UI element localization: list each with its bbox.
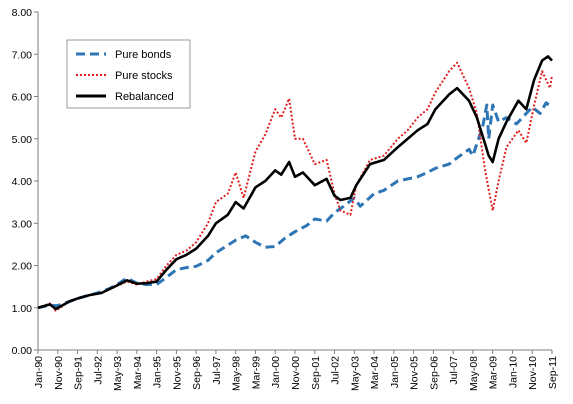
x-tick-label: Jul-92: [92, 356, 104, 385]
x-tick-label: Jan-95: [152, 356, 164, 388]
legend-label-rebalanced: Rebalanced: [115, 91, 174, 103]
series-layer: [37, 55, 553, 312]
y-tick-label: 0.00: [12, 345, 33, 357]
x-tick-label: Nov-05: [409, 356, 421, 390]
x-tick-label: Nov-10: [527, 356, 539, 390]
x-axis-ticks: Jan-90 Nov-90 Sep-91 Jul-92 May-93 Mar-94 Jan-…: [33, 350, 559, 391]
x-tick-label: Nov-00: [290, 356, 302, 390]
x-tick-label: Mar-04: [369, 356, 381, 389]
x-tick-label: Sep-11: [547, 356, 559, 389]
x-tick-label: Sep-91: [73, 356, 85, 390]
x-tick-label: Nov-90: [53, 356, 65, 390]
legend-entry-pure-bonds: Pure bonds: [76, 49, 172, 61]
x-tick-label: Sep-06: [428, 356, 440, 390]
x-tick-label: May-98: [231, 356, 243, 391]
series-line-rebalanced: [37, 55, 553, 311]
y-tick-label: 7.00: [12, 49, 33, 61]
y-tick-label: 5.00: [12, 134, 33, 146]
y-tick-label: 8.00: [12, 7, 33, 19]
x-tick-label: Mar-94: [132, 356, 144, 389]
x-tick-label: Jan-10: [507, 356, 519, 388]
x-tick-label: May-08: [468, 356, 480, 391]
x-tick-label: Jul-97: [211, 356, 223, 385]
series-line-pure-stocks: [37, 61, 553, 312]
x-tick-label: May-03: [349, 356, 361, 391]
y-tick-label: 2.00: [12, 261, 33, 273]
x-tick-label: Sep-01: [310, 356, 322, 390]
x-tick-label: Nov-95: [171, 356, 183, 390]
y-tick-label: 6.00: [12, 92, 33, 104]
x-tick-label: Jul-02: [330, 356, 342, 385]
x-tick-label: Jan-05: [389, 356, 401, 388]
x-tick-label: Mar-09: [488, 356, 500, 389]
legend-box: [66, 39, 191, 109]
x-tick-label: Jan-90: [33, 356, 45, 388]
y-tick-label: 3.00: [12, 218, 33, 230]
legend-entry-rebalanced: Rebalanced: [76, 91, 174, 103]
plot-area: 0.00 1.00 2.00 3.00 4.00 5.00 6.00 7.00 8.00 Jan…: [12, 7, 559, 391]
x-tick-label: Mar-99: [250, 356, 262, 389]
x-tick-label: Sep-96: [191, 356, 203, 390]
y-tick-label: 1.00: [12, 303, 33, 315]
y-tick-label: 4.00: [12, 176, 33, 188]
x-tick-label: Jan-00: [270, 356, 282, 388]
y-axis-ticks: 0.00 1.00 2.00 3.00 4.00 5.00 6.00 7.00 8.00: [12, 7, 38, 357]
series-line-pure-bonds: [37, 101, 553, 310]
legend-label-pure-bonds: Pure bonds: [115, 49, 172, 61]
legend-entry-pure-stocks: Pure stocks: [76, 70, 173, 82]
legend: Pure bonds Pure stocks Rebalanced: [66, 39, 191, 109]
x-tick-label: May-93: [112, 356, 124, 391]
x-tick-label: Jul-07: [448, 356, 460, 385]
legend-label-pure-stocks: Pure stocks: [115, 70, 173, 82]
